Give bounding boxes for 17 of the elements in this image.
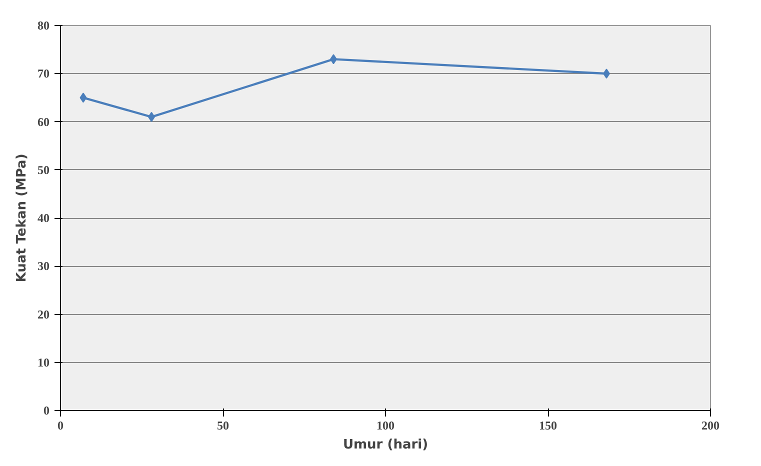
y-tick-label: 30 (38, 259, 50, 274)
point (80, 92, 87, 103)
y-tick-label: 50 (38, 162, 50, 177)
y-tick-label: 0 (44, 404, 50, 418)
x-tick-label: 200 (702, 418, 720, 432)
y-tick-label: 40 (38, 211, 50, 225)
x-tick-label: 0 (58, 418, 64, 432)
x-tick-label: 50 (217, 418, 229, 432)
y-tick-label: 10 (38, 355, 50, 370)
x-tick-label: 150 (539, 418, 557, 432)
y-axis-title: Kuat Tekan (MPa) (14, 154, 30, 282)
x-axis-title: Umur (hari) (342, 438, 428, 452)
y-tick-label: 70 (38, 66, 50, 81)
x-tick-label: 100 (376, 418, 394, 432)
y-tick-label: 20 (38, 307, 50, 322)
y-tick-label: 80 (38, 18, 50, 32)
y-tick-label: 60 (38, 114, 50, 129)
